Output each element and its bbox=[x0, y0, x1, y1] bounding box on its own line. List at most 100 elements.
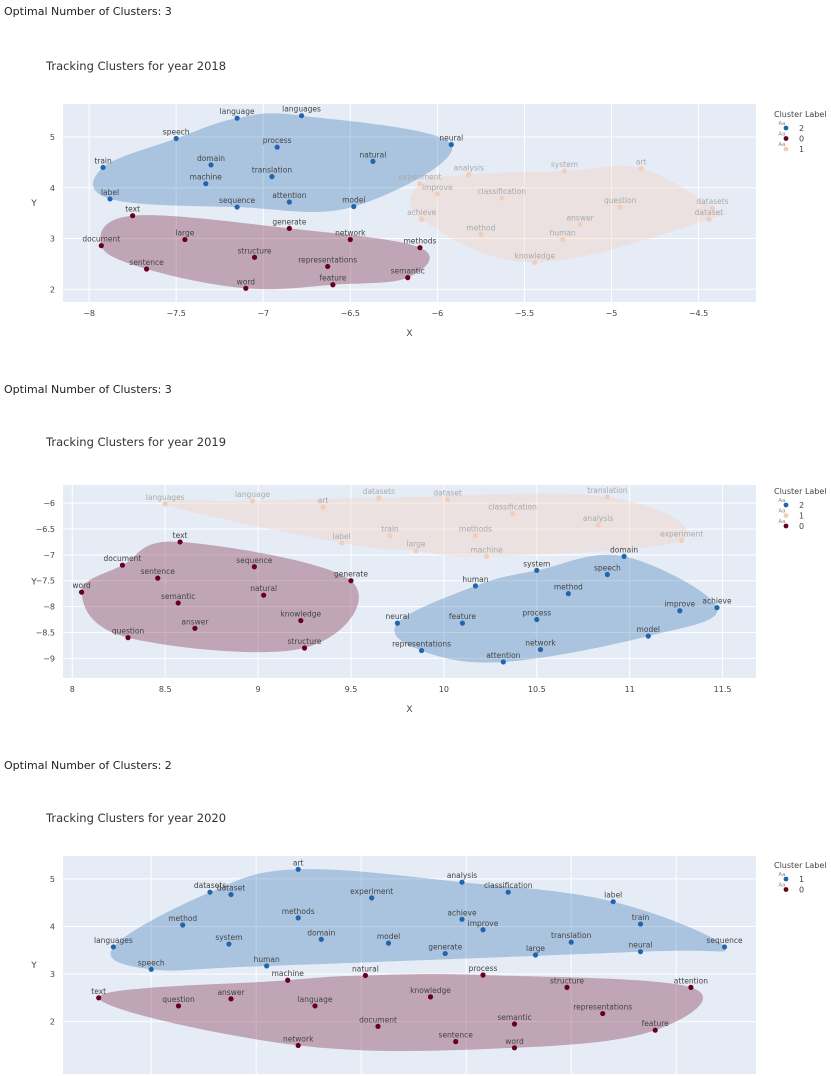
data-point[interactable] bbox=[577, 221, 583, 227]
data-point[interactable] bbox=[177, 539, 183, 545]
data-point[interactable] bbox=[677, 608, 683, 614]
data-point[interactable] bbox=[459, 620, 466, 626]
data-point[interactable] bbox=[347, 236, 353, 243]
data-point[interactable] bbox=[180, 922, 186, 928]
data-point[interactable] bbox=[130, 213, 136, 219]
data-point[interactable] bbox=[564, 984, 570, 990]
data-point[interactable] bbox=[148, 966, 154, 972]
data-point[interactable] bbox=[143, 266, 150, 272]
data-point[interactable] bbox=[472, 533, 479, 539]
data-point[interactable] bbox=[679, 537, 685, 543]
data-point[interactable] bbox=[295, 915, 301, 921]
data-point[interactable] bbox=[228, 891, 234, 898]
legend-label[interactable]: 0 bbox=[799, 135, 804, 144]
data-point[interactable] bbox=[298, 617, 304, 624]
data-point[interactable] bbox=[638, 165, 644, 172]
data-point[interactable] bbox=[312, 1003, 318, 1009]
legend-label[interactable]: 2 bbox=[799, 501, 804, 510]
data-point[interactable] bbox=[274, 144, 280, 150]
data-point[interactable] bbox=[565, 591, 571, 597]
data-point[interactable] bbox=[370, 158, 376, 164]
data-point[interactable] bbox=[325, 263, 331, 270]
data-point[interactable] bbox=[125, 635, 131, 641]
legend-marker[interactable] bbox=[783, 502, 789, 508]
data-point[interactable] bbox=[269, 174, 275, 180]
cluster-chart-2020[interactable]: −1−0.500.511.52345Yartanalysisclassifica… bbox=[0, 752, 831, 1076]
data-point[interactable] bbox=[175, 1003, 182, 1009]
legend-marker[interactable] bbox=[783, 146, 789, 152]
data-point[interactable] bbox=[207, 889, 213, 895]
data-point[interactable] bbox=[78, 589, 85, 595]
legend-label[interactable]: 1 bbox=[799, 512, 804, 521]
data-point[interactable] bbox=[500, 659, 506, 665]
cluster-chart-2019[interactable]: 8 8.5 9 9.5 10 10.5 11 11.5 −6 −6.5 −7 −7.5 −8 −8.5 −9… bbox=[0, 376, 831, 726]
data-point[interactable] bbox=[499, 195, 505, 201]
data-point[interactable] bbox=[434, 191, 440, 197]
data-point[interactable] bbox=[320, 504, 326, 510]
data-point[interactable] bbox=[561, 168, 568, 174]
data-point[interactable] bbox=[688, 984, 694, 990]
data-point[interactable] bbox=[709, 205, 716, 211]
legend-label[interactable]: 1 bbox=[799, 145, 804, 154]
data-point[interactable] bbox=[330, 282, 336, 288]
data-point[interactable] bbox=[532, 259, 538, 265]
data-point[interactable] bbox=[387, 533, 393, 539]
data-point[interactable] bbox=[459, 916, 465, 922]
data-point[interactable] bbox=[478, 231, 484, 238]
data-point[interactable] bbox=[405, 275, 411, 281]
legend-label[interactable]: 1 bbox=[799, 875, 804, 884]
data-point[interactable] bbox=[243, 285, 249, 291]
data-point[interactable] bbox=[261, 592, 267, 598]
data-point[interactable] bbox=[568, 939, 574, 945]
data-point[interactable] bbox=[645, 633, 651, 639]
data-point[interactable] bbox=[295, 866, 301, 872]
data-point[interactable] bbox=[98, 243, 104, 249]
data-point[interactable] bbox=[637, 949, 644, 955]
data-point[interactable] bbox=[413, 548, 419, 554]
data-point[interactable] bbox=[162, 501, 168, 507]
data-point[interactable] bbox=[155, 575, 161, 581]
data-point[interactable] bbox=[228, 996, 234, 1002]
data-point[interactable] bbox=[595, 522, 601, 528]
data-point[interactable] bbox=[119, 562, 126, 568]
data-point[interactable] bbox=[208, 162, 214, 168]
legend-label[interactable]: 0 bbox=[799, 522, 804, 531]
data-point[interactable] bbox=[442, 950, 448, 957]
data-point[interactable] bbox=[376, 495, 382, 501]
legend-marker[interactable] bbox=[783, 523, 789, 529]
data-point[interactable] bbox=[534, 567, 540, 573]
data-point[interactable] bbox=[484, 553, 490, 560]
data-point[interactable] bbox=[286, 225, 292, 231]
data-point[interactable] bbox=[285, 977, 291, 983]
data-point[interactable] bbox=[298, 113, 305, 119]
legend-label[interactable]: 2 bbox=[799, 124, 804, 133]
legend-marker[interactable] bbox=[783, 887, 789, 892]
legend-marker[interactable] bbox=[783, 136, 789, 141]
legend-marker[interactable] bbox=[783, 513, 789, 518]
data-point[interactable] bbox=[419, 216, 425, 222]
data-point[interactable] bbox=[100, 164, 106, 171]
data-point[interactable] bbox=[251, 564, 257, 570]
data-point[interactable] bbox=[362, 972, 368, 979]
data-point[interactable] bbox=[472, 583, 479, 589]
data-point[interactable] bbox=[203, 181, 209, 187]
data-point[interactable] bbox=[107, 196, 113, 202]
data-point[interactable] bbox=[652, 1027, 658, 1033]
data-point[interactable] bbox=[251, 254, 258, 260]
data-point[interactable] bbox=[637, 921, 644, 927]
data-point[interactable] bbox=[427, 994, 434, 1000]
data-point[interactable] bbox=[560, 236, 566, 243]
data-point[interactable] bbox=[459, 879, 465, 885]
legend-marker[interactable] bbox=[783, 125, 789, 131]
data-point[interactable] bbox=[604, 494, 610, 500]
data-point[interactable] bbox=[721, 944, 728, 950]
data-point[interactable] bbox=[394, 620, 401, 626]
data-point[interactable] bbox=[234, 204, 240, 210]
legend-label[interactable]: 0 bbox=[799, 886, 804, 895]
data-point[interactable] bbox=[505, 889, 511, 895]
data-point[interactable] bbox=[466, 171, 472, 178]
data-point[interactable] bbox=[511, 1021, 518, 1027]
data-point[interactable] bbox=[417, 245, 423, 251]
data-point[interactable] bbox=[604, 571, 610, 578]
data-point[interactable] bbox=[351, 203, 357, 210]
